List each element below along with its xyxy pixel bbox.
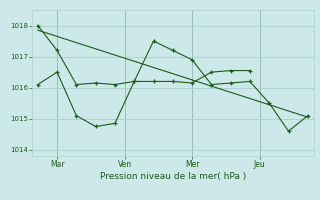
X-axis label: Pression niveau de la mer( hPa ): Pression niveau de la mer( hPa ) bbox=[100, 172, 246, 181]
